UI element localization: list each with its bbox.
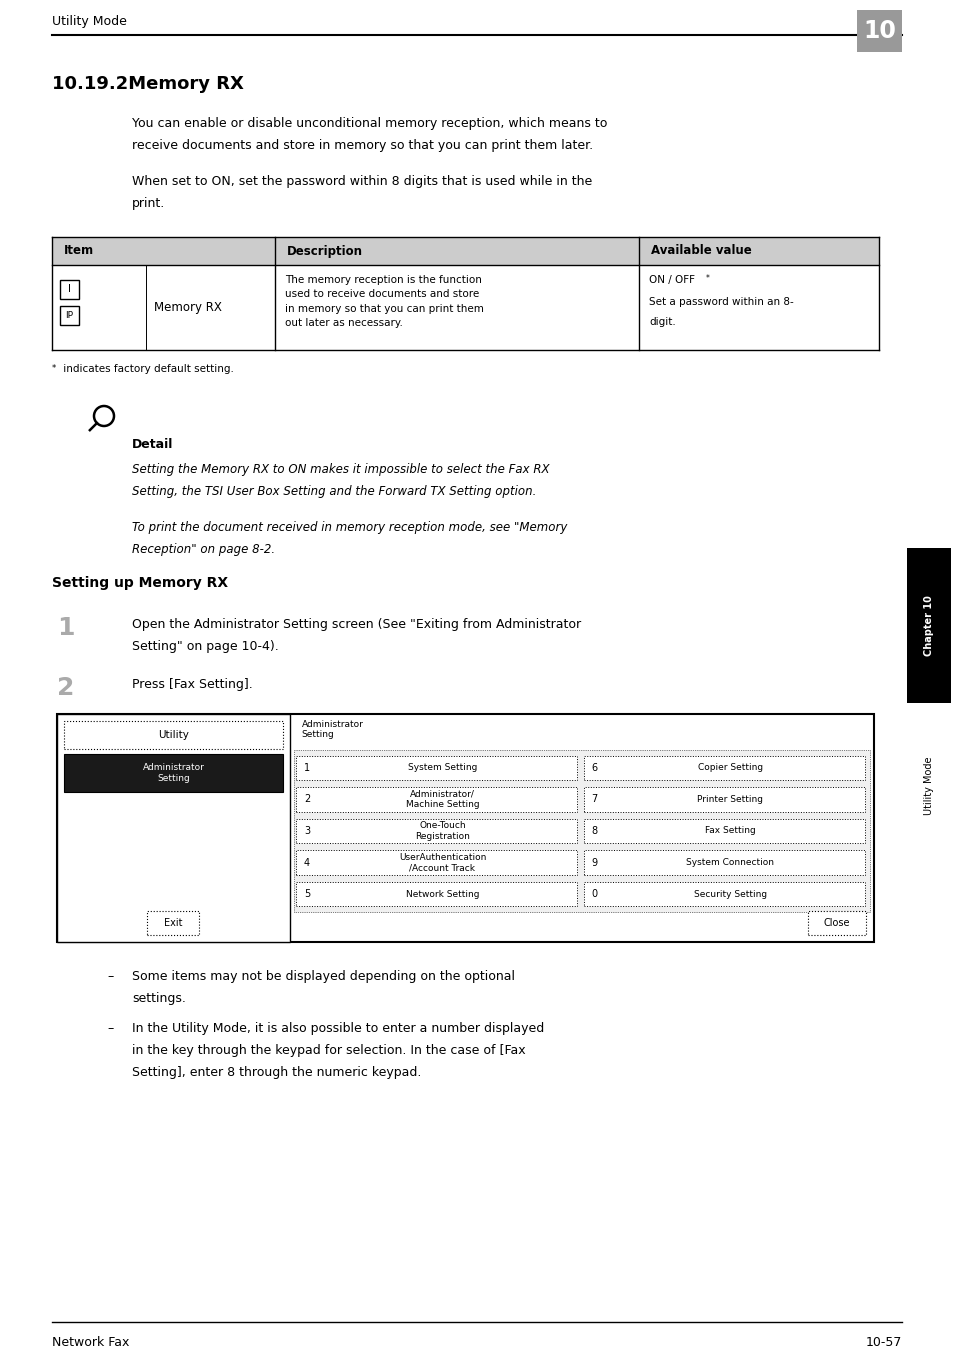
Text: UserAuthentication
/Account Track: UserAuthentication /Account Track	[398, 853, 486, 872]
Text: *: *	[705, 273, 709, 283]
Text: 6: 6	[591, 763, 597, 773]
Text: You can enable or disable unconditional memory reception, which means to: You can enable or disable unconditional …	[132, 118, 607, 130]
Text: 5: 5	[303, 890, 310, 899]
Bar	[583, 756, 863, 780]
Text: Item: Item	[64, 245, 94, 257]
Text: Administrator
Setting: Administrator Setting	[301, 721, 363, 740]
Bar	[295, 882, 577, 906]
Text: The memory reception is the function
used to receive documents and store
in memo: The memory reception is the function use…	[285, 274, 484, 329]
Bar	[583, 787, 863, 811]
Text: Setting up Memory RX: Setting up Memory RX	[52, 576, 228, 589]
Bar	[856, 9, 901, 51]
Text: Memory RX: Memory RX	[153, 301, 221, 314]
Text: receive documents and store in memory so that you can print them later.: receive documents and store in memory so…	[132, 139, 593, 151]
Text: Setting], enter 8 through the numeric keypad.: Setting], enter 8 through the numeric ke…	[132, 1065, 421, 1079]
Bar	[148, 911, 199, 936]
Text: 2: 2	[303, 795, 310, 804]
Text: Security Setting: Security Setting	[693, 890, 766, 899]
Text: Exit: Exit	[164, 918, 182, 927]
Text: Some items may not be displayed depending on the optional: Some items may not be displayed dependin…	[132, 969, 515, 983]
Text: print.: print.	[132, 197, 165, 210]
Text: Utility Mode: Utility Mode	[923, 757, 933, 815]
Text: Reception" on page 8-2.: Reception" on page 8-2.	[132, 544, 274, 556]
Bar	[295, 756, 577, 780]
Bar	[295, 819, 577, 844]
Bar	[807, 911, 865, 936]
Text: Fax Setting: Fax Setting	[704, 826, 755, 836]
Text: When set to ON, set the password within 8 digits that is used while in the: When set to ON, set the password within …	[132, 174, 592, 188]
Text: –: –	[107, 969, 113, 983]
Text: 10: 10	[862, 19, 895, 43]
Text: I: I	[68, 284, 71, 295]
Text: in the key through the keypad for selection. In the case of [Fax: in the key through the keypad for select…	[132, 1044, 525, 1057]
Bar	[57, 714, 873, 942]
Text: Network Setting: Network Setting	[405, 890, 478, 899]
Text: Printer Setting: Printer Setting	[697, 795, 762, 804]
Text: 2: 2	[57, 676, 74, 700]
Text: IP: IP	[66, 311, 73, 320]
Text: digit.: digit.	[648, 316, 676, 327]
Text: Open the Administrator Setting screen (See "Exiting from Administrator: Open the Administrator Setting screen (S…	[132, 618, 580, 631]
Text: settings.: settings.	[132, 992, 186, 1005]
Bar	[294, 750, 869, 913]
Text: indicates factory default setting.: indicates factory default setting.	[60, 364, 233, 375]
Bar	[583, 850, 863, 875]
Text: 8: 8	[591, 826, 597, 836]
Bar	[52, 237, 878, 265]
Bar	[64, 721, 282, 749]
Text: Press [Fax Setting].: Press [Fax Setting].	[132, 677, 253, 691]
Text: Network Fax: Network Fax	[52, 1336, 130, 1349]
Text: 4: 4	[303, 857, 310, 868]
Text: Detail: Detail	[132, 438, 173, 452]
Text: 1: 1	[57, 617, 74, 639]
Text: Administrator/
Machine Setting: Administrator/ Machine Setting	[405, 790, 478, 808]
Text: Utility: Utility	[158, 730, 189, 740]
Text: ON / OFF: ON / OFF	[648, 274, 695, 285]
Bar	[583, 882, 863, 906]
Text: In the Utility Mode, it is also possible to enter a number displayed: In the Utility Mode, it is also possible…	[132, 1022, 543, 1036]
Bar	[583, 819, 863, 844]
Text: Chapter 10: Chapter 10	[923, 595, 933, 656]
Bar	[57, 714, 290, 942]
Text: 3: 3	[303, 826, 310, 836]
Bar	[906, 548, 950, 703]
Text: One-Touch
Registration: One-Touch Registration	[415, 821, 470, 841]
Text: 10.19.2Memory RX: 10.19.2Memory RX	[52, 74, 244, 93]
Text: 9: 9	[591, 857, 597, 868]
Text: Available value: Available value	[651, 245, 751, 257]
Text: 0: 0	[591, 890, 597, 899]
Text: Setting, the TSI User Box Setting and the Forward TX Setting option.: Setting, the TSI User Box Setting and th…	[132, 485, 536, 498]
Text: Set a password within an 8-: Set a password within an 8-	[648, 297, 793, 307]
Bar	[295, 787, 577, 811]
Text: Copier Setting: Copier Setting	[697, 764, 762, 772]
Bar	[60, 280, 79, 299]
Text: Setting" on page 10-4).: Setting" on page 10-4).	[132, 639, 278, 653]
Text: Administrator
Setting: Administrator Setting	[142, 763, 204, 783]
Text: –: –	[107, 1022, 113, 1036]
Text: System Setting: System Setting	[407, 764, 476, 772]
Text: 7: 7	[591, 795, 598, 804]
Bar	[64, 754, 282, 792]
Text: *: *	[52, 364, 56, 373]
Text: System Connection: System Connection	[685, 859, 773, 867]
Text: To print the document received in memory reception mode, see "Memory: To print the document received in memory…	[132, 521, 567, 534]
Text: 1: 1	[303, 763, 310, 773]
Bar	[295, 850, 577, 875]
Text: Setting the Memory RX to ON makes it impossible to select the Fax RX: Setting the Memory RX to ON makes it imp…	[132, 462, 549, 476]
Bar	[60, 306, 79, 324]
Text: Close: Close	[822, 918, 849, 927]
Text: Description: Description	[287, 245, 363, 257]
Text: 10-57: 10-57	[864, 1336, 901, 1349]
Text: Utility Mode: Utility Mode	[52, 15, 127, 28]
